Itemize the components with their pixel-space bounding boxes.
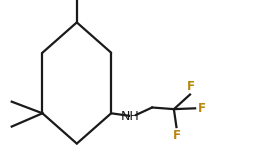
- Text: NH: NH: [121, 110, 140, 123]
- Text: F: F: [187, 80, 195, 93]
- Text: F: F: [198, 102, 206, 115]
- Text: F: F: [173, 129, 180, 142]
